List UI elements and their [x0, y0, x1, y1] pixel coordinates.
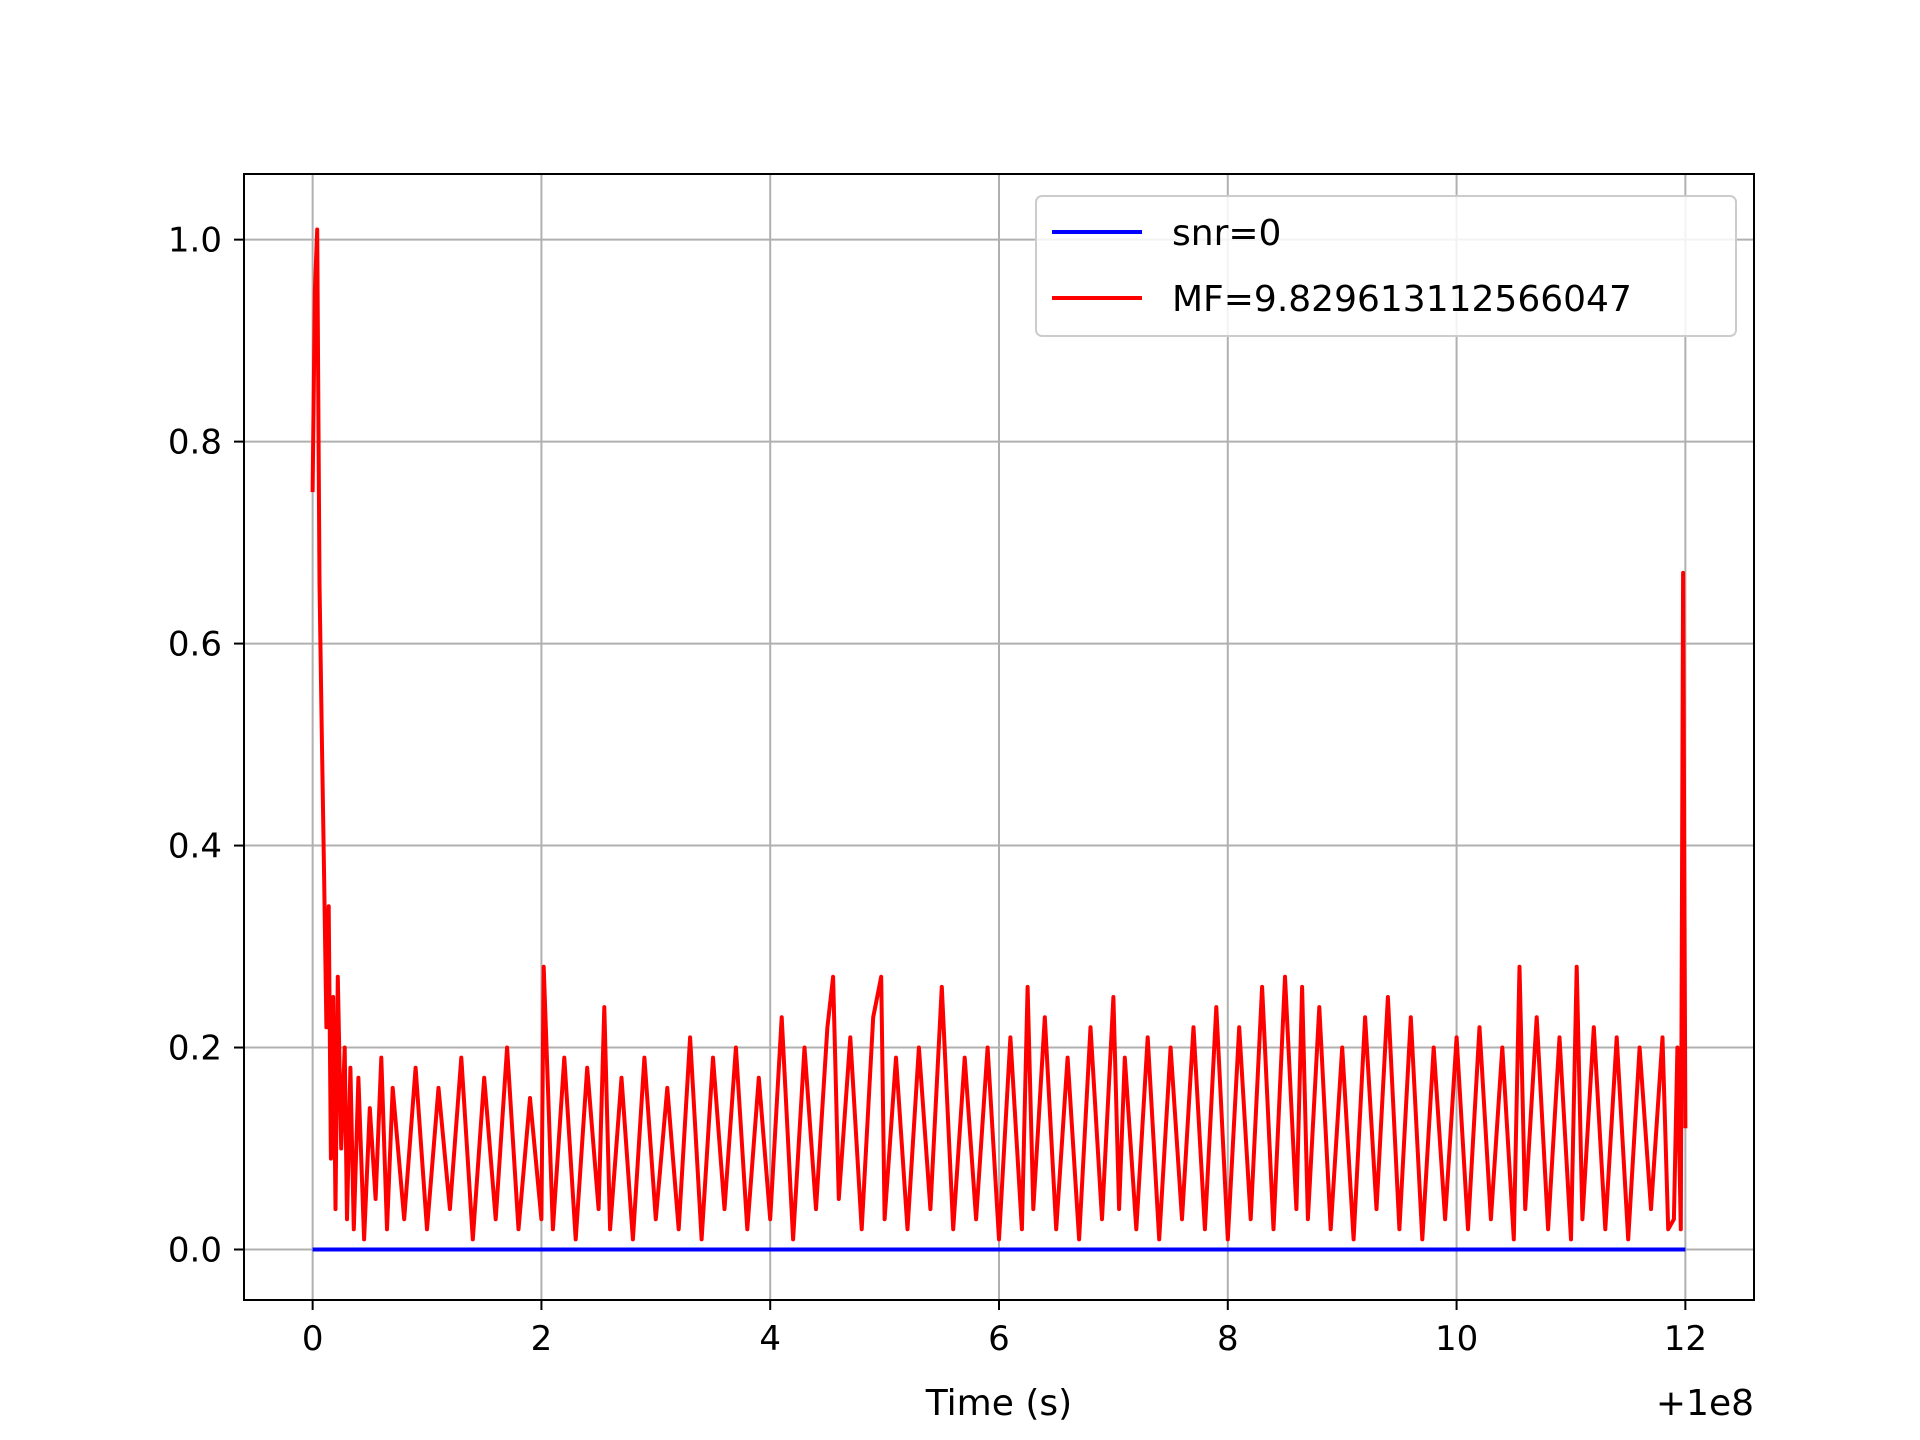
x-axis-offset-label: +1e8: [1656, 1383, 1754, 1424]
x-tick-label-0: 0: [302, 1319, 324, 1359]
y-tick-label-4: 0.8: [168, 423, 222, 463]
legend-entry-mf: MF=9.829613112566047: [1172, 279, 1632, 320]
x-tick-label-3: 6: [988, 1319, 1010, 1359]
y-tick-label-0: 0.0: [168, 1231, 222, 1271]
x-tick-label-5: 10: [1435, 1319, 1478, 1359]
y-tick-label-3: 0.6: [168, 625, 222, 665]
series-line-1: [310, 227, 1688, 1242]
series-layer: [310, 227, 1688, 1252]
y-tick-label-5: 1.0: [168, 221, 222, 261]
x-tick-label-4: 8: [1217, 1319, 1239, 1359]
y-tick-label-2: 0.4: [168, 827, 222, 867]
x-axis-label: Time (s): [925, 1383, 1072, 1424]
axis-ticks: 0 2 4 6 8 10 12 0.0 0.2 0.4 0.6 0.8 1.0: [168, 221, 1707, 1359]
legend-entry-snr: snr=0: [1172, 213, 1281, 254]
y-tick-label-1: 0.2: [168, 1029, 222, 1069]
legend-box: [1035, 195, 1737, 337]
legend: snr=0 MF=9.829613112566047: [1035, 195, 1737, 337]
x-tick-label-1: 2: [531, 1319, 553, 1359]
x-tick-label-6: 12: [1664, 1319, 1707, 1359]
x-tick-label-2: 4: [759, 1319, 781, 1359]
